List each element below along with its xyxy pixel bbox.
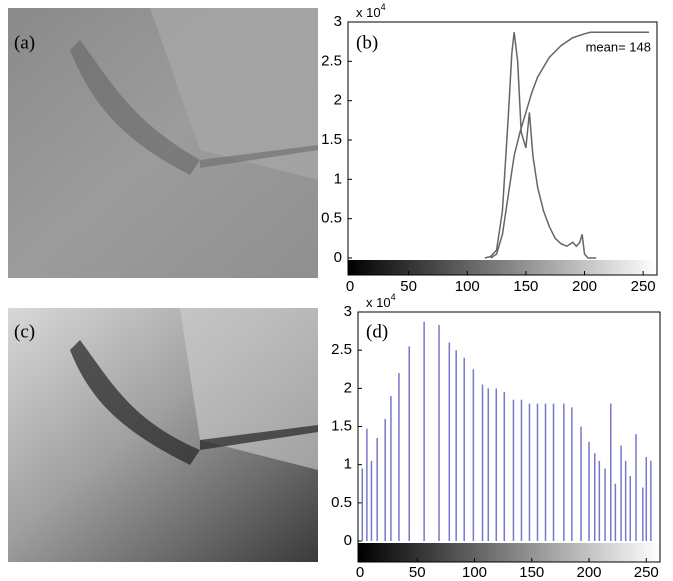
y-tick-label: 1 [334, 170, 342, 187]
y-tick-label: 3 [344, 303, 352, 320]
y-tick-label: 1 [344, 456, 352, 473]
multiplier-base: x 10 [366, 295, 391, 310]
axis-multiplier: x 104 [366, 292, 396, 310]
x-tick-label: 50 [400, 278, 417, 295]
x-tick-label: 250 [631, 278, 656, 295]
y-tick-label: 2 [344, 379, 352, 396]
x-tick-label: 150 [513, 278, 538, 295]
x-tick-label: 150 [519, 564, 544, 581]
panel-label: (d) [366, 321, 388, 342]
gradient-bar [358, 543, 660, 562]
multiplier-exponent: 4 [381, 2, 386, 12]
multiplier-exponent: 4 [391, 292, 396, 302]
y-tick-label: 1.5 [321, 131, 342, 148]
axes-frame [357, 311, 661, 563]
x-tick-label: 0 [346, 278, 354, 295]
gradient-bar [348, 260, 657, 275]
panel-label: (a) [14, 32, 35, 53]
x-tick-label: 50 [409, 564, 426, 581]
annotation: mean= 148 [586, 39, 651, 54]
y-tick-label: 2.5 [321, 52, 342, 69]
panel-label: (c) [14, 321, 35, 342]
histogram-line [490, 31, 649, 259]
y-tick-label: 0 [334, 249, 342, 266]
y-tick-label: 0 [344, 532, 352, 549]
panel-label: (b) [356, 32, 378, 53]
x-tick-label: 200 [577, 564, 602, 581]
y-tick-label: 1.5 [331, 417, 352, 434]
x-tick-label: 0 [356, 564, 364, 581]
y-tick-label: 0.5 [321, 210, 342, 227]
y-tick-label: 0.5 [331, 494, 352, 511]
y-tick-label: 2.5 [331, 341, 352, 358]
x-tick-label: 100 [462, 564, 487, 581]
histogram-line [484, 32, 597, 259]
axis-multiplier: x 104 [356, 2, 386, 20]
x-tick-label: 250 [634, 564, 659, 581]
x-tick-label: 200 [572, 278, 597, 295]
axes-frame [347, 21, 658, 276]
photo-a [8, 8, 318, 278]
photo-c [8, 308, 318, 562]
multiplier-base: x 10 [356, 5, 381, 20]
y-tick-label: 2 [334, 92, 342, 109]
y-tick-label: 3 [334, 13, 342, 30]
x-tick-label: 100 [455, 278, 480, 295]
